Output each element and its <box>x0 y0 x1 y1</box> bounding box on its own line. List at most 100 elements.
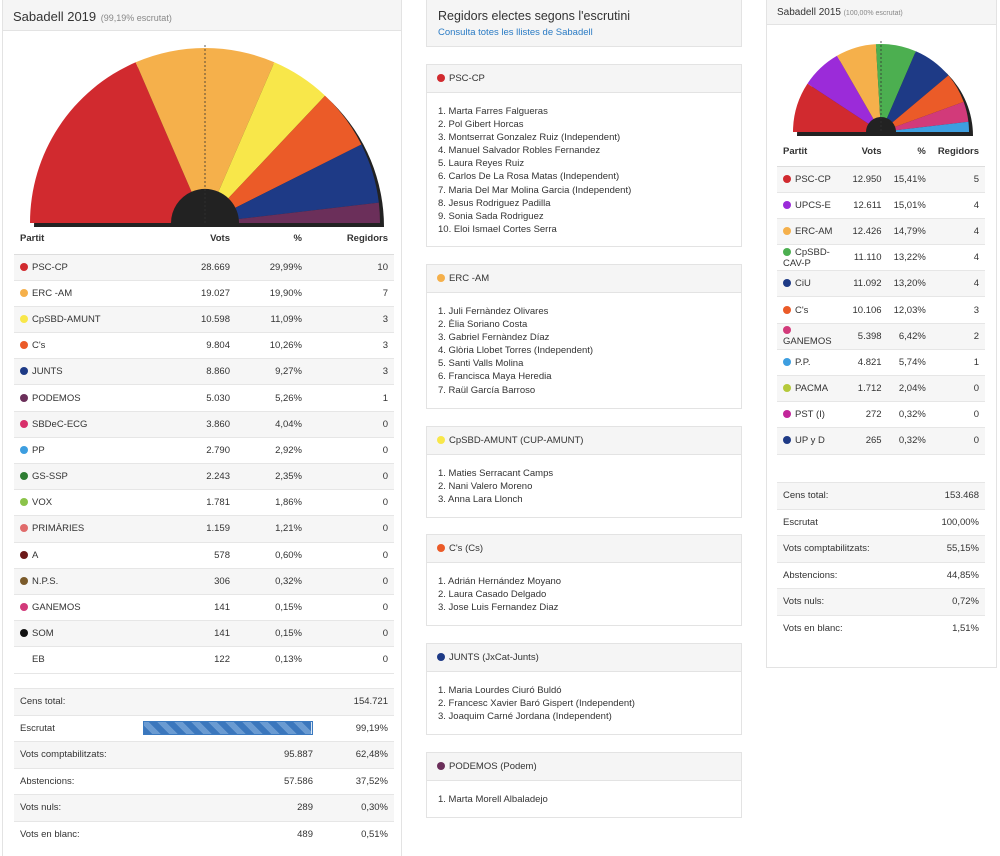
party-name-cell: CiU <box>777 270 845 298</box>
party-name: UP y D <box>795 435 825 447</box>
member-item: 3. Jose Luis Fernandez Diaz <box>438 602 559 614</box>
party-name-cell: ERC -AM <box>14 280 164 307</box>
stat-label: Vots en blanc: <box>777 614 916 642</box>
seats-cell: 1 <box>931 349 985 377</box>
seat-segment <box>895 121 969 132</box>
seat-segment <box>228 95 362 208</box>
party-color-dot <box>20 314 28 323</box>
party-color-dot <box>20 367 28 376</box>
party-row: GANEMOS 141 0,15% 0 <box>14 594 394 622</box>
stat-value-comp: 95.887 <box>139 741 319 768</box>
stat-value: 0,72% <box>915 588 985 615</box>
party-color-dot <box>783 305 791 314</box>
seats-cell: 0 <box>308 568 394 595</box>
member-item: 3. Gabriel Fernàndez Díaz <box>438 332 550 344</box>
stat-pct-comp: 62,48% <box>319 741 394 768</box>
member-item: 6. Carlos De La Rosa Matas (Independent) <box>438 171 620 183</box>
pct-cell: 4,04% <box>236 411 308 438</box>
party-row: PP 2.790 2,92% 0 <box>14 437 394 465</box>
seats-cell: 4 <box>931 244 985 272</box>
party-name: PST (I) <box>795 409 825 421</box>
member-list: 1. Juli Fernàndez Olivares 2. Èlia Sorian… <box>427 293 741 397</box>
col-header-party: Partit <box>14 224 164 255</box>
list-header: JUNTS (JxCat-Junts) <box>427 644 741 672</box>
seats-cell: 0 <box>931 375 985 403</box>
party-color-dot <box>783 247 791 256</box>
party-name: C's <box>32 340 46 352</box>
elected-list-card: PSC-CP 1. Marta Farres Falgueras 2. Pol Gi… <box>426 64 742 247</box>
party-name-cell: EB <box>14 646 164 674</box>
party-name-cell: A <box>14 542 164 569</box>
party-row: A 578 0,60% 0 <box>14 542 394 569</box>
member-item: 3. Anna Lara Llonch <box>438 494 523 506</box>
party-name-cell: SBDeC-ECG <box>14 411 164 438</box>
elected-list-card: C's (Cs) 1. Adrián Hernández Moyano 2. Lau… <box>426 534 742 626</box>
party-name-cell: PSC-CP <box>14 254 164 281</box>
panel-header: Sabadell 2015 (100,00% escrutat) <box>767 0 996 25</box>
pct-cell: 5,74% <box>887 349 932 377</box>
pct-cell: 14,79% <box>887 218 932 246</box>
col-header-votes: Vots <box>844 138 888 167</box>
party-color-dot <box>783 384 791 393</box>
stat-row: Vots nuls: 0,72% <box>777 588 985 615</box>
party-name: PODEMOS <box>32 392 81 404</box>
member-item: 7. Raül García Barroso <box>438 384 536 396</box>
stat-pct-blanc: 0,51% <box>319 820 394 848</box>
list-header: CpSBD-AMUNT (CUP-AMUNT) <box>427 427 741 455</box>
party-name-cell: CpSBD-AMUNT <box>14 306 164 334</box>
member-item: 2. Èlia Soriano Costa <box>438 319 528 331</box>
party-name: ERC-AM <box>795 225 833 237</box>
party-row: VOX 1.781 1,86% 0 <box>14 489 394 517</box>
votes-cell: 8.860 <box>164 358 236 386</box>
member-item: 10. Eloi Ismael Cortes Serra <box>438 223 557 235</box>
party-name: VOX <box>32 497 53 509</box>
seat-hemicycle-chart <box>30 45 384 227</box>
col-header-pct: % <box>887 138 932 167</box>
party-name: CpSBD-AMUNT <box>32 313 101 325</box>
party-color-dot <box>437 653 445 661</box>
votes-cell: 10.106 <box>844 296 888 324</box>
seat-segment <box>886 51 949 123</box>
party-row: UPCS-E 12.611 15,01% 4 <box>777 192 985 219</box>
member-item: 1. Maria Lourdes Ciuró Buldó <box>438 685 562 696</box>
party-name-cell: UP y D <box>777 427 845 455</box>
party-name: ERC -AM <box>32 287 73 299</box>
party-name-cell: GS-SSP <box>14 463 164 491</box>
seats-cell: 3 <box>308 332 394 360</box>
votes-cell: 12.611 <box>844 192 888 219</box>
party-color-dot <box>20 341 28 350</box>
list-name: CpSBD-AMUNT (CUP-AMUNT) <box>449 435 584 446</box>
seats-cell: 0 <box>308 646 394 674</box>
list-name: ERC -AM <box>449 273 490 284</box>
list-header: ERC -AM <box>427 265 741 293</box>
party-color-dot <box>20 419 28 428</box>
stat-value: 100,00% <box>915 508 985 536</box>
stat-value: 44,85% <box>915 561 985 589</box>
party-color-dot <box>20 629 28 638</box>
list-header: PODEMOS (Podem) <box>427 753 741 781</box>
member-item: 5. Laura Reyes Ruiz <box>438 158 525 170</box>
votes-cell: 5.030 <box>164 384 236 412</box>
party-name: CiU <box>795 278 811 290</box>
pct-cell: 0,15% <box>236 620 308 648</box>
panel-subtitle: (100,00% escrutat) <box>843 10 903 17</box>
seat-segment <box>807 55 874 124</box>
party-name-cell: CpSBD-CAV-P <box>777 244 845 272</box>
col-header-party: Partit <box>777 138 845 167</box>
stat-pct-abs: 37,52% <box>319 767 394 795</box>
party-color-dot <box>20 445 28 454</box>
all-lists-link[interactable]: Consulta totes les llistes de Sabadell <box>438 27 593 38</box>
votes-cell: 1.159 <box>164 515 236 543</box>
member-item: 2. Pol Gibert Horcas <box>438 119 524 131</box>
seats-cell: 0 <box>308 542 394 569</box>
party-row: GANEMOS 5.398 6,42% 2 <box>777 323 985 350</box>
party-color-dot <box>20 393 28 402</box>
party-name-cell: PP <box>14 437 164 465</box>
pct-cell: 1,21% <box>236 515 308 543</box>
stat-value-cens: 154.721 <box>319 688 394 715</box>
col-header-seats: Regidors <box>931 138 985 167</box>
stat-row: Abstencions: 44,85% <box>777 561 985 589</box>
seat-segment <box>837 44 881 120</box>
col-header-pct: % <box>236 224 308 255</box>
member-item: 1. Marta Morell Albaladejo <box>438 794 548 805</box>
